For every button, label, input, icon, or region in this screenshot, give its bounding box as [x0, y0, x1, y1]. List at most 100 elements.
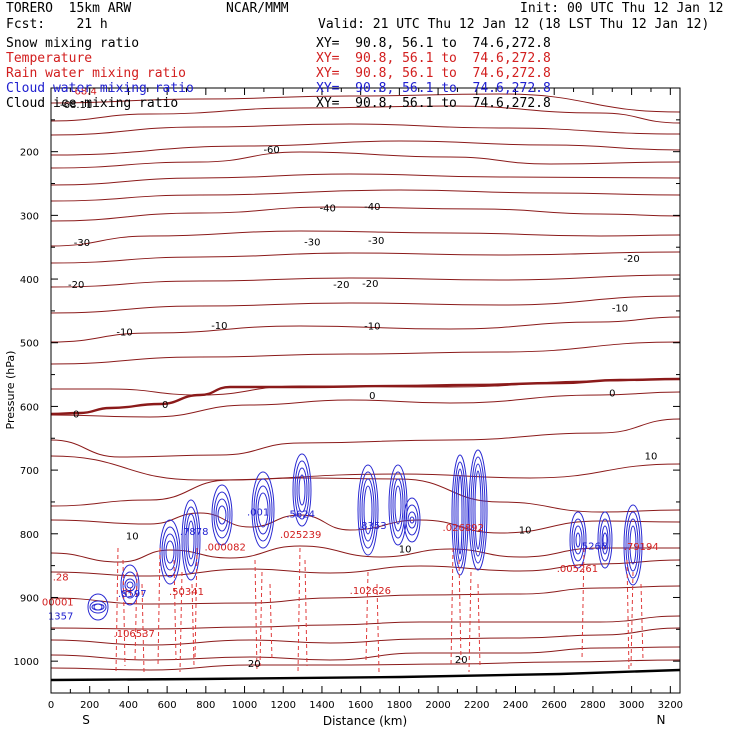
extrema-label: .5624 — [286, 509, 315, 520]
cloud-water-contour — [575, 532, 581, 548]
isotherm-label: -20 — [333, 280, 349, 291]
cloud-water-contour — [453, 461, 467, 569]
rain-water-contour — [581, 547, 585, 661]
extrema-label: .106537 — [114, 629, 155, 640]
legend-xy-temperature: XY= 90.8, 56.1 to 74.6,272.8 — [316, 51, 551, 66]
isotherm-label: -40 — [364, 202, 380, 213]
cloud-water-contour — [468, 449, 488, 571]
isotherm-line — [50, 93, 681, 113]
cloud-water-contour — [185, 513, 197, 567]
x-tick-label: 1600 — [348, 700, 373, 711]
extrema-label: 00001 — [42, 597, 74, 608]
isotherm-line — [50, 659, 681, 671]
rain-water-contour — [269, 583, 273, 661]
rain-water-contour — [157, 547, 161, 667]
rain-water-contour — [468, 571, 472, 673]
isotherm-line — [50, 274, 681, 288]
isotherm-label: 10 — [126, 532, 139, 543]
isotherm-label: 0 — [73, 409, 79, 420]
extrema-label: .5266 — [579, 541, 608, 552]
extrema-label: H — [125, 588, 133, 599]
x-tick-label: 2400 — [503, 700, 528, 711]
y-tick-label: 700 — [20, 466, 39, 477]
isotherm-line — [50, 559, 681, 577]
isotherm-label: 20 — [248, 659, 261, 670]
isotherm-line — [50, 316, 681, 343]
rain-water-contour — [134, 571, 138, 661]
legend-label-temperature: Temperature — [6, 51, 93, 66]
isotherm-line — [50, 123, 681, 136]
rain-water-contour — [365, 571, 369, 661]
cloud-water-contour — [183, 506, 199, 574]
legend-label-snow: Snow mixing ratio — [6, 36, 140, 51]
extrema-label: .79194 — [624, 542, 659, 553]
cloud-water-contour — [629, 525, 637, 565]
cloud-water-contour — [573, 525, 583, 555]
cloud-water-contour — [294, 460, 310, 520]
center-title: NCAR/MMM — [226, 1, 289, 16]
y-tick-label: 800 — [20, 530, 39, 541]
y-tick-label: 500 — [20, 339, 39, 350]
isotherm-label: -10 — [364, 322, 380, 333]
isotherm-label: -68.11 — [60, 100, 92, 111]
isotherm-line — [50, 206, 681, 222]
extrema-label: .8597 — [118, 589, 147, 600]
isotherm-line — [50, 295, 681, 314]
y-tick-label: 1000 — [14, 657, 39, 668]
rain-water-contour — [640, 583, 644, 661]
cloud-water-contour — [403, 497, 421, 543]
isotherm-label: -60 — [263, 145, 279, 156]
isotherm-line — [50, 418, 681, 458]
freezing-level-line — [50, 377, 681, 416]
right-endpoint-label: N — [657, 713, 666, 727]
isotherm-line — [50, 391, 681, 418]
extrema-label: 1357 — [48, 611, 73, 622]
cloud-water-contour — [409, 516, 415, 524]
isotherm-label: -40 — [320, 204, 336, 215]
rain-water-contour — [122, 559, 126, 667]
rain-water-contour — [141, 583, 145, 673]
cloud-water-contour — [625, 511, 641, 579]
cloud-water-contour — [571, 518, 585, 562]
isotherm-line — [50, 230, 681, 247]
extrema-label: .026892 — [443, 523, 484, 534]
cloud-water-contour — [601, 525, 609, 555]
cloud-water-contour — [296, 467, 308, 513]
extrema-label: .001 — [247, 508, 269, 519]
cloud-water-contour — [627, 518, 639, 572]
cloud-water-contour — [599, 518, 611, 562]
plot-frame — [50, 87, 681, 694]
cloud-water-contour — [602, 532, 608, 548]
y-tick-label: 900 — [20, 593, 39, 604]
y-tick-label: 300 — [20, 211, 39, 222]
cloud-water-contour — [89, 600, 107, 614]
cloud-water-contour — [255, 485, 271, 535]
rain-water-contour — [626, 559, 630, 673]
y-tick-label: 200 — [20, 148, 39, 159]
init-time: Init: 00 UTC Thu 12 Jan 12 — [520, 1, 724, 16]
cloud-water-contour — [569, 511, 587, 569]
cloud-water-contour — [623, 504, 643, 586]
isotherm-line — [50, 455, 681, 481]
isotherm-label: -30 — [74, 238, 90, 249]
cloud-water-contour — [120, 564, 140, 606]
legend-xy-cloud-ice: XY= 90.8, 56.1 to 74.6,272.8 — [316, 96, 551, 111]
extrema-label: .7878 — [180, 527, 209, 538]
x-axis-label: Distance (km) — [323, 714, 407, 728]
y-axis-label: Pressure (hPa) — [4, 351, 17, 430]
cloud-water-contour — [87, 593, 109, 621]
isotherm-label: -20 — [623, 254, 639, 265]
rain-water-contour — [450, 547, 454, 667]
x-tick-label: 2000 — [425, 700, 450, 711]
temperature-contours — [50, 93, 681, 682]
cloud-water-contour — [292, 453, 312, 527]
model-title: TORERO 15km ARW — [6, 1, 132, 16]
cloud-water-contour — [597, 511, 613, 569]
cloud-water-contour — [394, 485, 402, 525]
isotherm-label: 0 — [609, 388, 615, 399]
isotherm-label: 10 — [399, 544, 412, 555]
x-tick-label: 1200 — [271, 700, 296, 711]
isotherm-label: -20 — [68, 280, 84, 291]
cloud-water-contour — [392, 478, 404, 532]
x-tick-label: 1000 — [232, 700, 257, 711]
